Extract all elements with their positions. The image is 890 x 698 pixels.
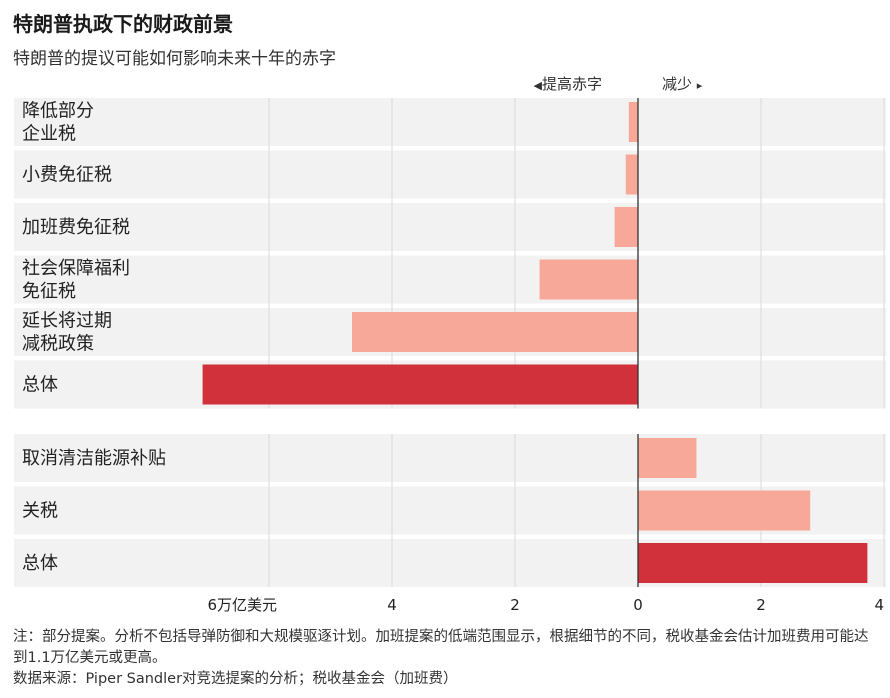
x-tick-label: 0 bbox=[633, 596, 643, 614]
category-label: 关税 bbox=[22, 501, 58, 522]
chart-note: 注：部分提案。分析不包括导弹防御和大规模驱逐计划。加班提案的低端范围显示，根据细… bbox=[13, 629, 869, 666]
x-tick-label: 4 bbox=[874, 596, 884, 614]
bar bbox=[638, 438, 697, 478]
chart-source: 数据来源：Piper Sandler对竞选提案的分析；税收基金会（加班费） bbox=[13, 671, 458, 687]
x-tick-label: 2 bbox=[510, 596, 520, 614]
bar bbox=[625, 154, 638, 195]
footnotes: 注：部分提案。分析不包括导弹防御和大规模驱逐计划。加班提案的低端范围显示，根据细… bbox=[13, 627, 879, 690]
row-background bbox=[14, 98, 886, 146]
bar-total bbox=[638, 543, 868, 583]
bar bbox=[614, 207, 638, 247]
decrease-deficit-label: 减少 ▸ bbox=[662, 73, 702, 94]
bar bbox=[352, 312, 638, 352]
chart-title: 特朗普执政下的财政前景 bbox=[13, 12, 233, 36]
row-background bbox=[14, 150, 886, 199]
left-triangle-icon: ◀ bbox=[533, 79, 542, 92]
decrease-deficit-text: 减少 bbox=[662, 75, 693, 93]
x-tick-label: 4 bbox=[387, 596, 397, 614]
bar bbox=[628, 102, 638, 142]
bar bbox=[539, 259, 638, 300]
category-label: 免征税 bbox=[22, 281, 76, 302]
deficit-bar-chart: 降低部分企业税小费免征税加班费免征税社会保障福利免征税延长将过期减税政策总体取消… bbox=[14, 98, 886, 614]
category-label: 小费免征税 bbox=[22, 165, 112, 186]
category-label: 减税政策 bbox=[22, 334, 94, 355]
chart-subtitle: 特朗普的提议可能如何影响未来十年的赤字 bbox=[13, 49, 336, 69]
category-label: 取消清洁能源补贴 bbox=[22, 448, 166, 469]
category-label: 社会保障福利 bbox=[22, 258, 130, 279]
bar bbox=[638, 490, 811, 531]
bar-total bbox=[202, 364, 638, 405]
x-tick-label: 2 bbox=[756, 596, 766, 614]
row-background bbox=[14, 434, 886, 482]
row-background bbox=[14, 255, 886, 304]
category-label: 降低部分 bbox=[22, 101, 94, 122]
category-label: 延长将过期 bbox=[22, 311, 112, 332]
row-background bbox=[14, 203, 886, 251]
right-triangle-icon: ▸ bbox=[696, 79, 703, 92]
category-label: 总体 bbox=[22, 375, 58, 396]
category-label: 总体 bbox=[22, 553, 58, 574]
category-label: 企业税 bbox=[22, 124, 76, 145]
increase-deficit-label: ◀提高赤字 bbox=[534, 73, 602, 94]
category-label: 加班费免征税 bbox=[22, 217, 130, 238]
increase-deficit-text: 提高赤字 bbox=[541, 75, 602, 93]
x-tick-label: 6万亿美元 bbox=[207, 596, 277, 614]
